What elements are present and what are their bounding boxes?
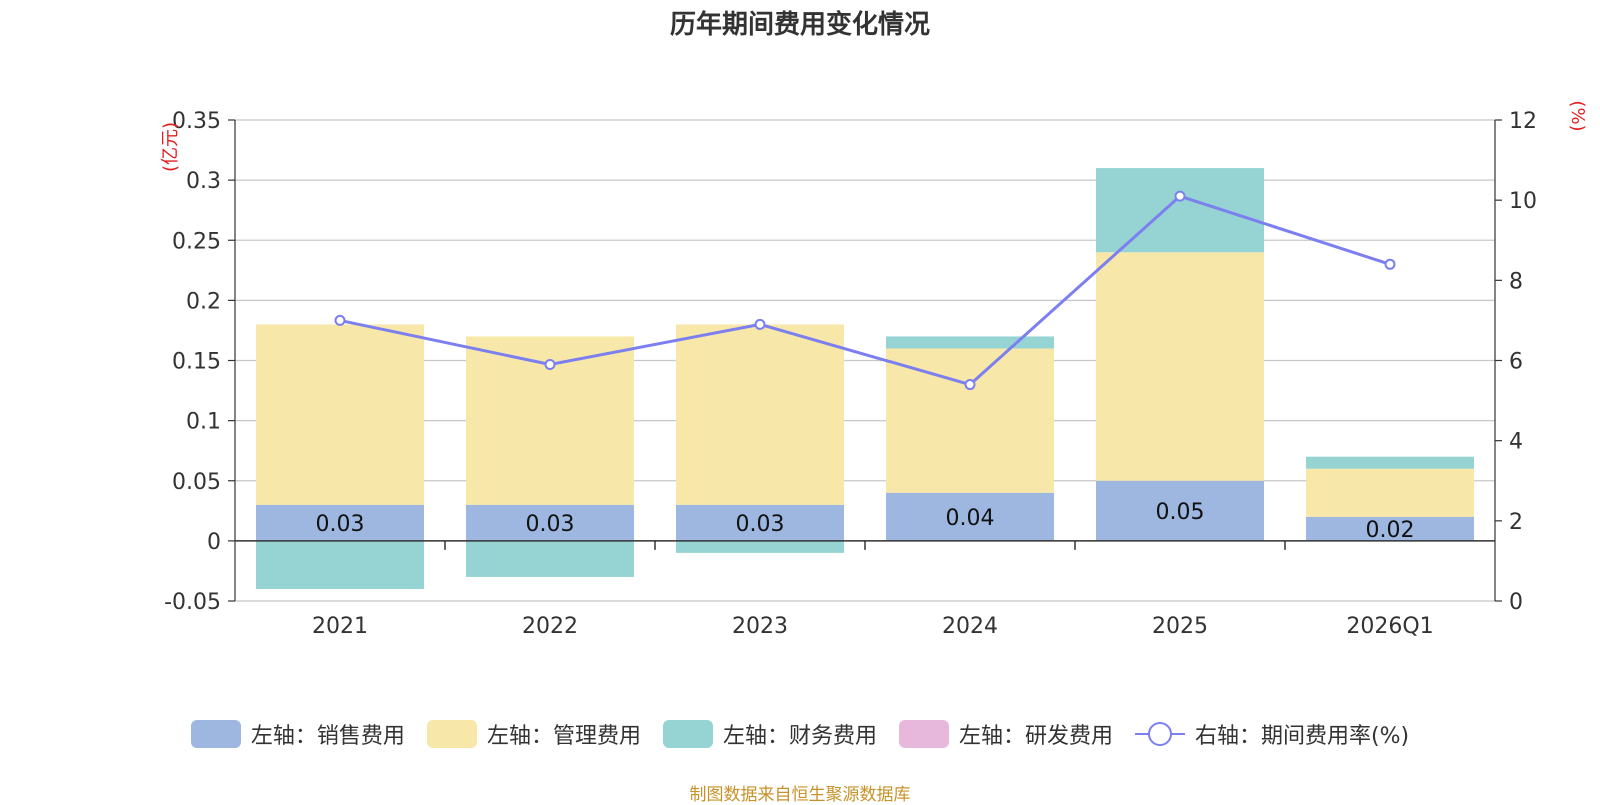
left-axis-tick-label: 0.2 <box>186 289 221 314</box>
left-axis-tick-label: 0.1 <box>186 410 221 435</box>
left-axis-tick-label: 0.15 <box>172 350 221 375</box>
legend-item-admin[interactable]: 左轴：管理费用 <box>426 718 641 750</box>
x-axis-label-2026Q1: 2026Q1 <box>1346 614 1433 639</box>
bar-sales-2024 <box>886 492 1054 541</box>
bar-sales-2025 <box>1096 480 1264 541</box>
data-label-sales-2026Q1: 0.02 <box>1366 518 1415 543</box>
bar-finance-2022 <box>466 540 634 577</box>
bar-admin-2021 <box>256 324 424 505</box>
expense-rate-point-2025 <box>1174 190 1186 202</box>
bar-finance-2021 <box>256 540 424 589</box>
legend-swatch-sales <box>190 720 241 748</box>
legend-swatch-finance <box>662 720 713 748</box>
legend-item-rnd[interactable]: 左轴：研发费用 <box>898 718 1113 750</box>
left-axis-unit: (亿元) <box>160 122 181 172</box>
data-label-sales-2022: 0.03 <box>526 512 575 537</box>
left-axis-tick-label: 0.3 <box>186 169 221 194</box>
bar-sales-2022 <box>466 504 634 541</box>
left-axis-tick-label: 0.35 <box>172 109 221 134</box>
expense-rate-line <box>339 194 1391 387</box>
x-axis-label-2021: 2021 <box>312 614 368 639</box>
bar-sales-2021 <box>256 504 424 541</box>
right-axis-unit: (%) <box>1567 100 1588 131</box>
bar-admin-2023 <box>676 324 844 505</box>
right-axis-tick-label: 8 <box>1509 269 1523 294</box>
bar-admin-2025 <box>1096 252 1264 481</box>
legend-item-expense-rate[interactable]: 右轴：期间费用率(%) <box>1134 718 1410 750</box>
legend-label-rnd: 左轴：研发费用 <box>958 724 1113 749</box>
bar-sales-2026Q1 <box>1306 516 1474 541</box>
bar-finance-2024 <box>886 336 1054 349</box>
right-axis-tick-label: 12 <box>1509 109 1537 134</box>
expense-rate-point-2024 <box>964 379 976 391</box>
bar-sales-2023 <box>676 504 844 541</box>
right-axis-tick-label: 0 <box>1509 590 1523 615</box>
legend-item-finance[interactable]: 左轴：财务费用 <box>662 718 877 750</box>
left-axis-tick-label: -0.05 <box>164 590 221 615</box>
bar-admin-2026Q1 <box>1306 468 1474 517</box>
left-axis-tick-label: 0.05 <box>172 470 221 495</box>
right-axis-tick-label: 10 <box>1509 189 1537 214</box>
x-axis-label-2022: 2022 <box>522 614 578 639</box>
right-axis-tick-label: 4 <box>1509 430 1523 455</box>
legend-label-admin: 左轴：管理费用 <box>486 724 641 749</box>
data-label-sales-2025: 0.05 <box>1156 500 1205 525</box>
bar-finance-2023 <box>676 540 844 553</box>
source-note: 制图数据来自恒生聚源数据库 <box>689 785 911 805</box>
bar-finance-2025 <box>1096 168 1264 253</box>
legend-label-expense-rate: 右轴：期间费用率(%) <box>1194 724 1410 749</box>
expense-rate-point-2026Q1 <box>1384 258 1396 270</box>
chart-title: 历年期间费用变化情况 <box>669 10 930 40</box>
legend-label-sales: 左轴：销售费用 <box>250 724 405 749</box>
legend: 左轴：销售费用 左轴：管理费用 左轴：财务费用 左轴：研发费用 右轴：期间费用率… <box>0 718 1600 750</box>
x-axis-label-2024: 2024 <box>942 614 998 639</box>
expense-rate-point-2022 <box>544 359 556 371</box>
legend-swatch-admin <box>426 720 477 748</box>
legend-swatch-rnd <box>898 720 949 748</box>
bar-finance-2026Q1 <box>1306 456 1474 469</box>
data-label-sales-2021: 0.03 <box>316 512 365 537</box>
bar-admin-2024 <box>886 348 1054 493</box>
left-axis-tick-label: 0 <box>207 530 221 555</box>
data-label-sales-2024: 0.04 <box>946 506 995 531</box>
right-axis-tick-label: 6 <box>1509 350 1523 375</box>
legend-item-sales[interactable]: 左轴：销售费用 <box>190 718 405 750</box>
expense-rate-point-2023 <box>754 318 766 330</box>
x-axis-label-2025: 2025 <box>1152 614 1208 639</box>
left-axis-tick-label: 0.25 <box>172 229 221 254</box>
expense-rate-point-2021 <box>334 314 346 326</box>
data-label-sales-2023: 0.03 <box>736 512 785 537</box>
x-axis-label-2023: 2023 <box>732 614 788 639</box>
right-axis-tick-label: 2 <box>1509 510 1523 535</box>
legend-label-finance: 左轴：财务费用 <box>722 724 877 749</box>
legend-swatch-expense-rate <box>1134 720 1185 748</box>
